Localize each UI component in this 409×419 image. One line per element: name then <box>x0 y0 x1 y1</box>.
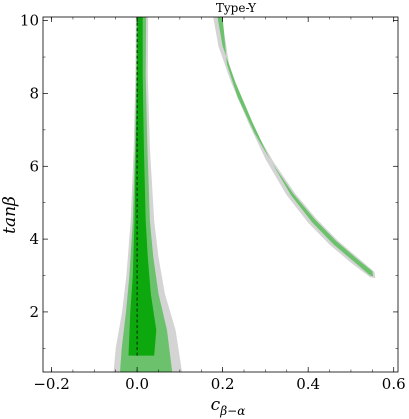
right-band-outer-region <box>213 17 376 279</box>
x-tick-label: 0.6 <box>382 375 406 393</box>
central-inner-region <box>128 17 157 356</box>
x-axis-title-main: c <box>211 395 221 415</box>
x-axis-title: cβ−α <box>211 395 246 418</box>
x-tick-label: 0.2 <box>211 375 235 393</box>
y-tick-label: 10 <box>20 12 39 30</box>
y-tick-label: 6 <box>29 157 39 175</box>
chart-title: Type-Y <box>216 1 257 15</box>
x-tick-label: 0.4 <box>296 375 320 393</box>
y-tick-label: 4 <box>29 230 39 248</box>
x-tick-label: −0.2 <box>33 375 69 393</box>
y-tick-label: 2 <box>29 303 39 321</box>
x-tick-label: 0.0 <box>125 375 149 393</box>
x-axis-title-subscript: β−α <box>219 404 245 418</box>
right-band-middle-region <box>217 17 374 277</box>
plot-frame <box>42 16 399 373</box>
y-axis: 2 4 6 8 10 <box>20 12 398 349</box>
y-tick-label: 8 <box>29 84 39 102</box>
plot-regions <box>113 17 376 372</box>
x-axis: −0.2 0.0 0.2 0.4 0.6 <box>33 17 406 393</box>
y-axis-title: tanβ <box>0 196 20 234</box>
